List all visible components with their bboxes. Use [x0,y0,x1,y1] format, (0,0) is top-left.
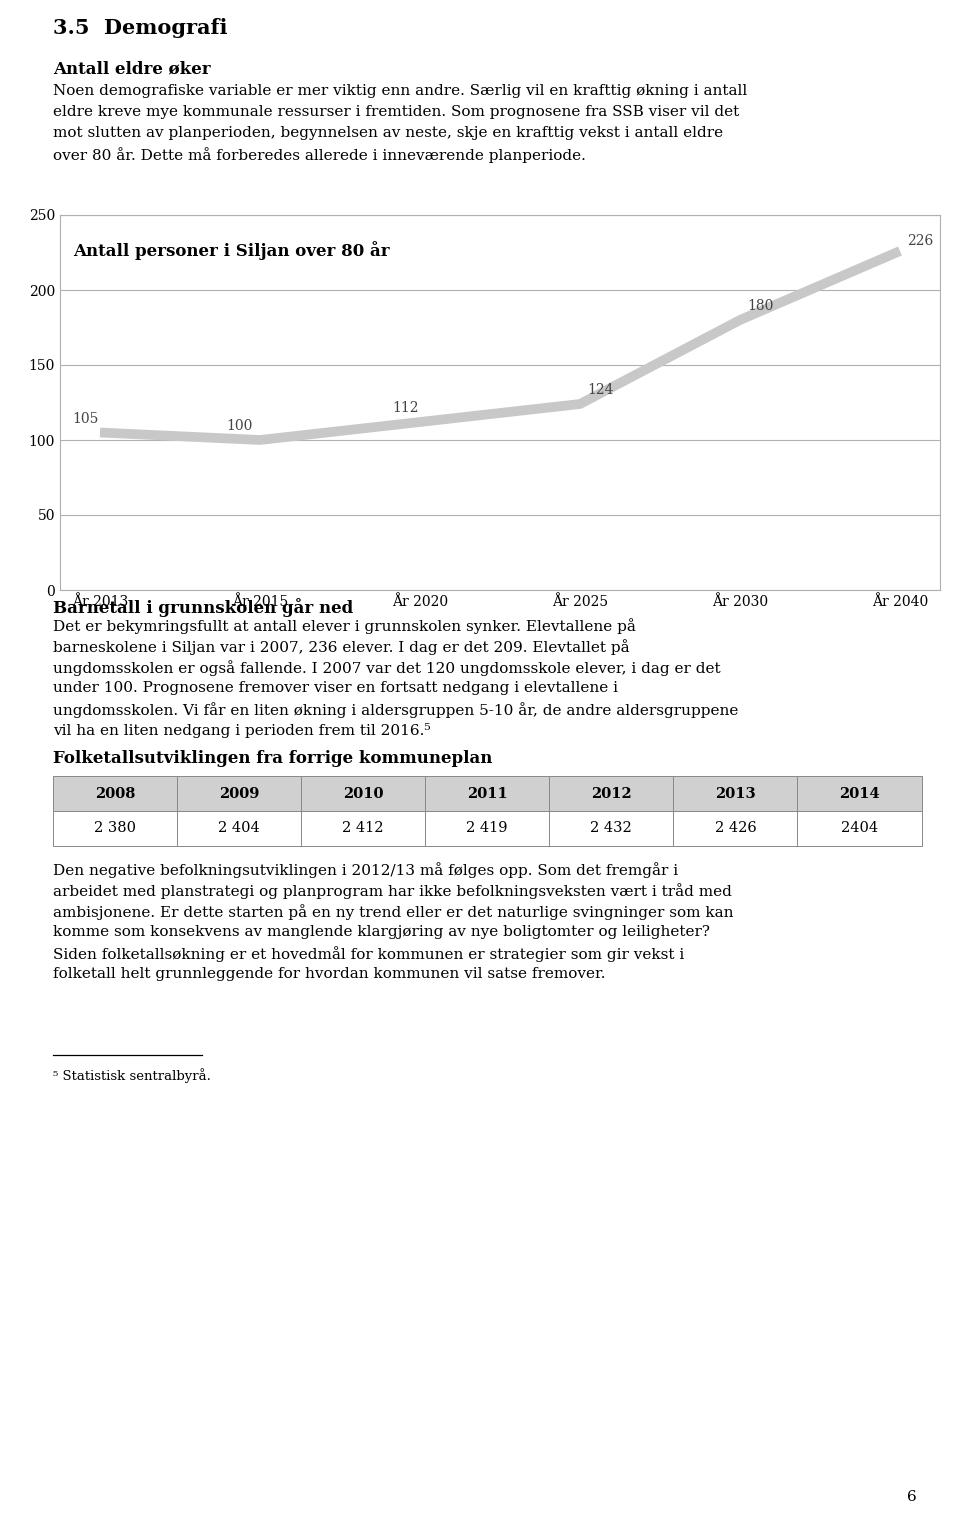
Text: Den negative befolkningsutviklingen i 2012/13 må følges opp. Som det fremgår i: Den negative befolkningsutviklingen i 20… [53,862,678,878]
Text: 2014: 2014 [839,787,880,800]
Text: over 80 år. Dette må forberedes allerede i inneværende planperiode.: over 80 år. Dette må forberedes allerede… [53,147,586,163]
Text: 226: 226 [907,235,933,248]
Text: 2 404: 2 404 [218,822,260,835]
Text: 124: 124 [587,383,613,396]
Text: eldre kreve mye kommunale ressurser i fremtiden. Som prognosene fra SSB viser vi: eldre kreve mye kommunale ressurser i fr… [53,104,739,120]
Text: ungdomsskolen er også fallende. I 2007 var det 120 ungdomsskole elever, i dag er: ungdomsskolen er også fallende. I 2007 v… [53,660,720,676]
Text: 2013: 2013 [715,787,756,800]
Text: 100: 100 [227,419,253,433]
Text: mot slutten av planperioden, begynnelsen av neste, skje en krafttig vekst i anta: mot slutten av planperioden, begynnelsen… [53,126,723,141]
Text: 2008: 2008 [95,787,135,800]
Text: vil ha en liten nedgang i perioden frem til 2016.⁵: vil ha en liten nedgang i perioden frem … [53,723,430,738]
Text: 2012: 2012 [591,787,632,800]
Text: 2010: 2010 [343,787,383,800]
Text: 2 380: 2 380 [94,822,136,835]
Text: 6: 6 [907,1490,917,1504]
Text: 180: 180 [747,300,774,313]
Text: Noen demografiske variable er mer viktig enn andre. Særlig vil en krafttig øknin: Noen demografiske variable er mer viktig… [53,85,747,98]
Text: 2 426: 2 426 [714,822,756,835]
Text: barneskolene i Siljan var i 2007, 236 elever. I dag er det 209. Elevtallet på: barneskolene i Siljan var i 2007, 236 el… [53,638,630,655]
Text: 112: 112 [393,401,419,415]
Text: 2 432: 2 432 [590,822,633,835]
Text: Barnetall i grunnskolen går ned: Barnetall i grunnskolen går ned [53,598,353,617]
Text: under 100. Prognosene fremover viser en fortsatt nedgang i elevtallene i: under 100. Prognosene fremover viser en … [53,681,618,694]
Text: folketall helt grunnleggende for hvordan kommunen vil satse fremover.: folketall helt grunnleggende for hvordan… [53,967,606,980]
Text: ⁵ Statistisk sentralbyrå.: ⁵ Statistisk sentralbyrå. [53,1068,210,1083]
Text: 2 412: 2 412 [343,822,384,835]
Text: Folketallsutviklingen fra forrige kommuneplan: Folketallsutviklingen fra forrige kommun… [53,750,492,767]
Text: Siden folketallsøkning er et hovedmål for kommunen er strategier som gir vekst i: Siden folketallsøkning er et hovedmål fo… [53,946,684,962]
Text: Antall personer i Siljan over 80 år: Antall personer i Siljan over 80 år [73,241,390,260]
Text: Det er bekymringsfullt at antall elever i grunnskolen synker. Elevtallene på: Det er bekymringsfullt at antall elever … [53,617,636,634]
Text: ambisjonene. Er dette starten på en ny trend eller er det naturlige svingninger : ambisjonene. Er dette starten på en ny t… [53,903,733,920]
Text: 2011: 2011 [467,787,508,800]
Text: komme som konsekvens av manglende klargjøring av nye boligtomter og leiligheter?: komme som konsekvens av manglende klargj… [53,924,709,940]
Text: 3.5  Demografi: 3.5 Demografi [53,18,228,38]
Text: 2 419: 2 419 [467,822,508,835]
Text: 105: 105 [72,412,99,425]
Text: 2404: 2404 [841,822,878,835]
Text: Antall eldre øker: Antall eldre øker [53,61,210,77]
Text: ungdomsskolen. Vi får en liten økning i aldersgruppen 5-10 år, de andre aldersgr: ungdomsskolen. Vi får en liten økning i … [53,702,738,717]
Text: 2009: 2009 [219,787,259,800]
Text: arbeidet med planstrategi og planprogram har ikke befolkningsveksten vært i tråd: arbeidet med planstrategi og planprogram… [53,884,732,899]
